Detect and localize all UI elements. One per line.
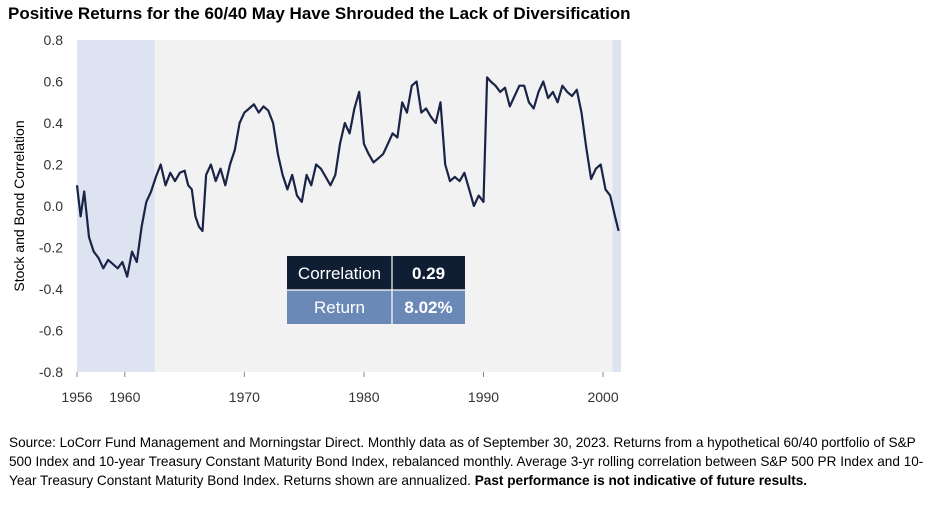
table-label: Return <box>314 298 365 317</box>
x-tick-label: 1990 <box>468 389 499 405</box>
table-value-cell <box>392 256 465 290</box>
chart-title: Positive Returns for the 60/40 May Have … <box>8 4 631 23</box>
table-value: 0.29 <box>412 264 445 283</box>
y-tick-label: 0.0 <box>44 198 64 214</box>
correlation-line <box>75 76 620 278</box>
x-tick-label: 1970 <box>229 389 260 405</box>
x-tick-label: 2000 <box>587 389 618 405</box>
table-label-cell <box>287 290 392 324</box>
y-tick-label: 0.2 <box>44 157 64 173</box>
source-disclaimer: Past performance is not indicative of fu… <box>474 473 808 488</box>
source-text: Source: LoCorr Fund Management and Morni… <box>9 435 924 488</box>
line-chart: 0.8 0.6 0.4 0.2 0.0 -0.2 -0.4 -0.6 -0.8 1956 1960… <box>11 32 621 405</box>
shaded-period-1 <box>612 40 621 372</box>
y-tick-label: 0.6 <box>44 74 64 90</box>
y-tick-label: -0.6 <box>39 323 63 339</box>
table-label: Correlation <box>298 264 381 283</box>
y-tick-label: 0.4 <box>44 115 64 131</box>
y-tick-label: 0.8 <box>44 32 64 48</box>
y-tick-label: -0.2 <box>39 240 63 256</box>
shaded-periods <box>77 40 621 372</box>
y-tick-label: -0.8 <box>39 364 63 380</box>
x-tick-label: 1956 <box>61 389 92 405</box>
source-note: Source: LoCorr Fund Management and Morni… <box>9 433 937 490</box>
table-label-cell <box>287 256 392 290</box>
y-axis-label: Stock and Bond Correlation <box>11 120 27 291</box>
table-value: 8.02% <box>404 298 452 317</box>
stats-table: Correlation 0.29 Return 8.02% <box>287 256 465 324</box>
x-tick-label: 1960 <box>109 389 140 405</box>
table-value-cell <box>392 290 465 324</box>
y-tick-label: -0.4 <box>39 281 63 297</box>
y-axis-ticks: 0.8 0.6 0.4 0.2 0.0 -0.2 -0.4 -0.6 -0.8 <box>39 32 63 380</box>
x-tick-label: 1980 <box>348 389 379 405</box>
shaded-period-0 <box>77 40 155 372</box>
x-axis-ticks: 1956 1960 1970 1980 1990 2000 <box>61 372 619 405</box>
